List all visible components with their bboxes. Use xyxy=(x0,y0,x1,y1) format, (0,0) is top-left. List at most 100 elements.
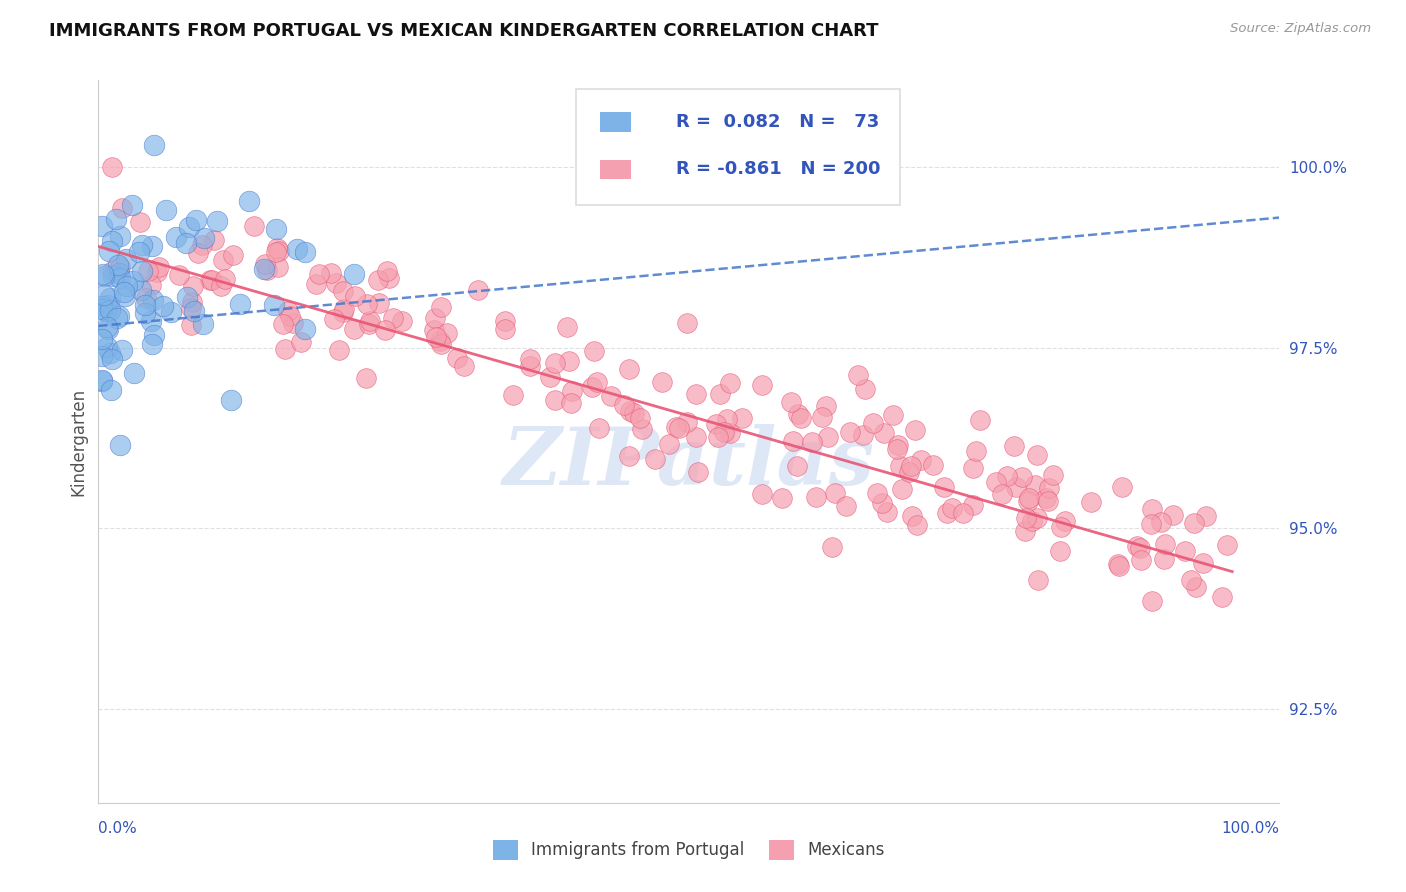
Point xyxy=(665,420,688,434)
Point xyxy=(271,317,294,331)
Point xyxy=(97,298,120,312)
Point xyxy=(382,311,405,326)
Point xyxy=(1153,537,1175,551)
Point xyxy=(446,351,468,365)
Point xyxy=(283,316,305,330)
Point xyxy=(751,487,773,501)
Point xyxy=(786,458,808,473)
Point xyxy=(429,334,451,348)
Point xyxy=(538,369,561,384)
Point xyxy=(1107,557,1129,571)
Text: R = -0.861   N = 200: R = -0.861 N = 200 xyxy=(676,161,880,178)
Point xyxy=(174,235,197,250)
Point xyxy=(870,496,893,510)
Point xyxy=(108,260,131,274)
Point xyxy=(544,393,567,408)
Point xyxy=(134,306,156,320)
Point xyxy=(148,260,170,274)
Point xyxy=(731,410,754,425)
Point xyxy=(787,407,810,421)
Point xyxy=(817,430,839,444)
Point xyxy=(941,501,963,516)
Point xyxy=(1004,480,1026,494)
Point xyxy=(876,505,898,519)
Point xyxy=(136,263,159,277)
Point xyxy=(1036,494,1059,508)
Point xyxy=(467,283,489,297)
Point xyxy=(238,194,260,209)
Point xyxy=(897,466,920,480)
Point xyxy=(713,425,735,439)
Point xyxy=(658,437,681,451)
Point xyxy=(1216,539,1239,553)
Point xyxy=(494,314,516,328)
Point xyxy=(820,540,842,554)
Text: ZIPatlas: ZIPatlas xyxy=(503,425,875,502)
Point xyxy=(114,285,136,299)
Point xyxy=(98,346,121,360)
Point xyxy=(222,248,245,262)
Point xyxy=(169,268,191,282)
Point xyxy=(801,435,824,450)
Point xyxy=(1002,439,1025,453)
Point xyxy=(969,413,991,427)
Point xyxy=(873,425,896,440)
Point xyxy=(274,343,297,357)
Point xyxy=(835,500,858,514)
Point xyxy=(623,406,645,420)
Point xyxy=(494,322,516,336)
Point xyxy=(631,422,654,436)
Point xyxy=(846,368,869,382)
Point xyxy=(110,438,132,452)
Point xyxy=(160,305,183,319)
Point xyxy=(1035,491,1057,505)
Point xyxy=(804,491,827,505)
Point xyxy=(718,425,741,440)
Point xyxy=(1174,544,1197,558)
Point xyxy=(263,298,285,312)
Point xyxy=(100,352,122,367)
Text: 100.0%: 100.0% xyxy=(1222,821,1279,836)
Point xyxy=(98,244,121,258)
Point xyxy=(995,468,1018,483)
Point xyxy=(453,359,475,374)
Point xyxy=(183,279,205,293)
Text: 0.0%: 0.0% xyxy=(98,821,138,836)
Point xyxy=(901,508,924,523)
Point xyxy=(146,265,169,279)
Point xyxy=(121,198,143,212)
Point xyxy=(866,486,889,500)
Point xyxy=(278,310,301,324)
Point xyxy=(356,297,378,311)
Point xyxy=(1140,594,1163,608)
Point xyxy=(100,383,122,397)
Point xyxy=(141,239,163,253)
Point xyxy=(1021,515,1043,529)
Point xyxy=(135,291,157,305)
Point xyxy=(391,313,413,327)
Point xyxy=(124,366,146,380)
Point xyxy=(142,328,165,343)
Point xyxy=(256,263,278,277)
Point xyxy=(675,415,697,429)
Point xyxy=(374,323,396,337)
Y-axis label: Kindergarten: Kindergarten xyxy=(69,387,87,496)
Point xyxy=(93,288,115,302)
Point xyxy=(191,238,214,252)
Point xyxy=(96,340,118,354)
Point xyxy=(209,279,232,293)
Point xyxy=(368,296,391,310)
Point xyxy=(962,498,984,512)
Point xyxy=(128,245,150,260)
Point xyxy=(243,219,266,234)
Point xyxy=(1130,552,1153,566)
Point xyxy=(325,276,347,290)
Point xyxy=(430,337,453,351)
Point xyxy=(1140,502,1163,516)
Point xyxy=(91,373,114,387)
Point xyxy=(91,268,114,282)
Point xyxy=(965,443,987,458)
Point xyxy=(1140,517,1163,532)
Point xyxy=(141,278,163,293)
Point xyxy=(709,386,731,401)
